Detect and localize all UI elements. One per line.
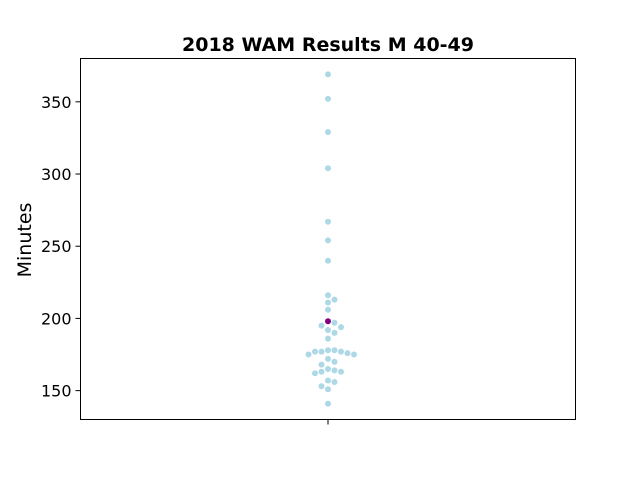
- y-tick-label: 250: [41, 237, 72, 256]
- data-point: [325, 165, 331, 172]
- y-tick-label: 200: [41, 309, 72, 328]
- data-point: [331, 329, 338, 336]
- data-point: [312, 370, 318, 377]
- data-point: [325, 257, 331, 264]
- data-point: [325, 71, 331, 78]
- data-point: [325, 377, 331, 384]
- y-tick-label: 300: [41, 165, 72, 184]
- data-point: [318, 361, 325, 368]
- data-point: [344, 350, 351, 357]
- data-point: [318, 348, 325, 355]
- data-point: [325, 386, 331, 393]
- data-point: [325, 366, 331, 372]
- data-points: [305, 71, 357, 407]
- data-point: [325, 400, 331, 407]
- data-point: [312, 348, 318, 355]
- plot-frame: [80, 58, 576, 420]
- data-point: [318, 322, 325, 329]
- data-point: [325, 306, 331, 313]
- data-point: [325, 355, 331, 362]
- data-point: [331, 379, 338, 385]
- data-point: [325, 327, 331, 333]
- data-point: [325, 335, 331, 342]
- data-point: [338, 324, 344, 331]
- y-axis-label: Minutes: [14, 203, 36, 278]
- data-point: [318, 383, 325, 390]
- data-point: [338, 348, 344, 355]
- highlighted-point: [325, 318, 331, 325]
- data-point: [331, 347, 338, 354]
- data-point: [325, 299, 331, 306]
- data-point: [331, 319, 338, 326]
- data-point: [331, 358, 338, 365]
- data-point: [318, 368, 325, 375]
- data-point: [338, 368, 344, 375]
- y-axis-ticks: 150 200 250 300 350: [41, 93, 81, 401]
- chart-title: 2018 WAM Results M 40-49: [182, 34, 474, 56]
- data-point: [325, 237, 331, 244]
- data-point: [325, 347, 331, 354]
- data-point: [325, 129, 331, 136]
- data-point: [325, 218, 331, 225]
- data-point: [305, 351, 312, 358]
- data-point: [331, 296, 338, 303]
- y-tick-label: 150: [41, 382, 72, 401]
- data-point: [351, 351, 357, 358]
- data-point: [325, 292, 331, 299]
- y-tick-label: 350: [41, 93, 72, 112]
- data-point: [331, 367, 338, 374]
- data-point: [325, 95, 331, 102]
